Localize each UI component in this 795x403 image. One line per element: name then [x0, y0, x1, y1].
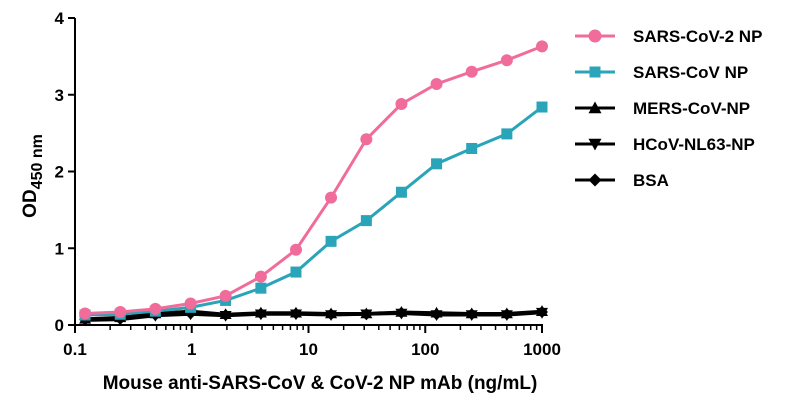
data-point	[325, 235, 337, 247]
legend-label: SARS-CoV NP	[633, 63, 748, 82]
legend-marker	[588, 29, 602, 43]
data-point	[114, 305, 127, 318]
x-tick-label: 0.1	[63, 340, 87, 359]
y-tick-label: 1	[55, 239, 64, 258]
legend-item: SARS-CoV-2 NP	[575, 27, 762, 46]
legend-marker	[589, 66, 601, 78]
y-tick-label: 3	[55, 86, 64, 105]
series-layer	[79, 40, 548, 327]
legend-item: BSA	[575, 171, 669, 190]
data-point	[325, 307, 338, 319]
legend-marker	[588, 138, 602, 151]
series-line	[85, 45, 543, 315]
x-tick-label: 1000	[523, 340, 561, 359]
series-mers-cov-np	[79, 305, 548, 324]
legend-marker	[588, 173, 602, 187]
axes: 0 1 2 3 4 0.1 1 10 100 1000	[55, 9, 561, 359]
data-point	[290, 266, 302, 278]
x-axis-title: Mouse anti-SARS-CoV & CoV-2 NP mAb (ng/m…	[103, 373, 538, 394]
data-point	[395, 305, 408, 317]
y-axis-title: OD450 nm	[20, 134, 46, 218]
legend-label: SARS-CoV-2 NP	[633, 27, 762, 46]
data-point	[219, 289, 232, 302]
y-axis-title-sub: 450 nm	[29, 134, 46, 189]
data-point	[360, 215, 372, 227]
data-point	[254, 270, 267, 283]
legend-item: MERS-CoV-NP	[575, 99, 750, 118]
legend-label: BSA	[633, 171, 669, 190]
data-point	[325, 191, 338, 204]
data-point	[254, 306, 267, 318]
data-point	[395, 186, 407, 198]
data-point	[255, 282, 267, 294]
y-tick-label: 2	[55, 163, 64, 182]
series-sars-cov-2-np	[79, 40, 548, 320]
data-point	[466, 142, 478, 154]
data-point	[289, 243, 302, 256]
data-point	[184, 297, 197, 310]
x-tick-label: 10	[299, 340, 318, 359]
data-point	[289, 306, 302, 318]
x-tick-label: 100	[411, 340, 439, 359]
x-tick-label: 1	[187, 340, 196, 359]
data-point	[360, 133, 373, 146]
series-line	[85, 105, 543, 317]
series-sars-cov-np	[79, 101, 548, 321]
data-point	[536, 101, 548, 113]
data-point	[536, 40, 548, 53]
data-point	[430, 306, 443, 318]
data-point	[536, 305, 548, 316]
data-point	[360, 307, 373, 319]
data-point	[149, 302, 162, 315]
y-axis-title-main: OD	[20, 189, 41, 218]
data-point	[431, 158, 443, 170]
legend-label: HCoV-NL63-NP	[633, 135, 755, 154]
data-point	[430, 78, 443, 91]
series-line	[85, 311, 543, 322]
data-point	[219, 308, 232, 320]
y-tick-label: 0	[55, 316, 64, 335]
y-tick-label: 4	[55, 9, 65, 28]
data-point	[500, 54, 513, 67]
data-point	[465, 307, 478, 319]
data-point	[465, 65, 478, 78]
legend-marker	[588, 101, 602, 114]
data-point	[395, 97, 408, 110]
series-line	[85, 309, 543, 321]
legend-label: MERS-CoV-NP	[633, 99, 750, 118]
data-point	[79, 307, 92, 320]
legend-item: SARS-CoV NP	[575, 63, 748, 82]
data-point	[501, 128, 513, 140]
legend: SARS-CoV-2 NP SARS-CoV NP MERS-CoV-NP HCoV-…	[575, 27, 762, 190]
data-point	[500, 307, 513, 319]
legend-item: HCoV-NL63-NP	[575, 135, 755, 154]
